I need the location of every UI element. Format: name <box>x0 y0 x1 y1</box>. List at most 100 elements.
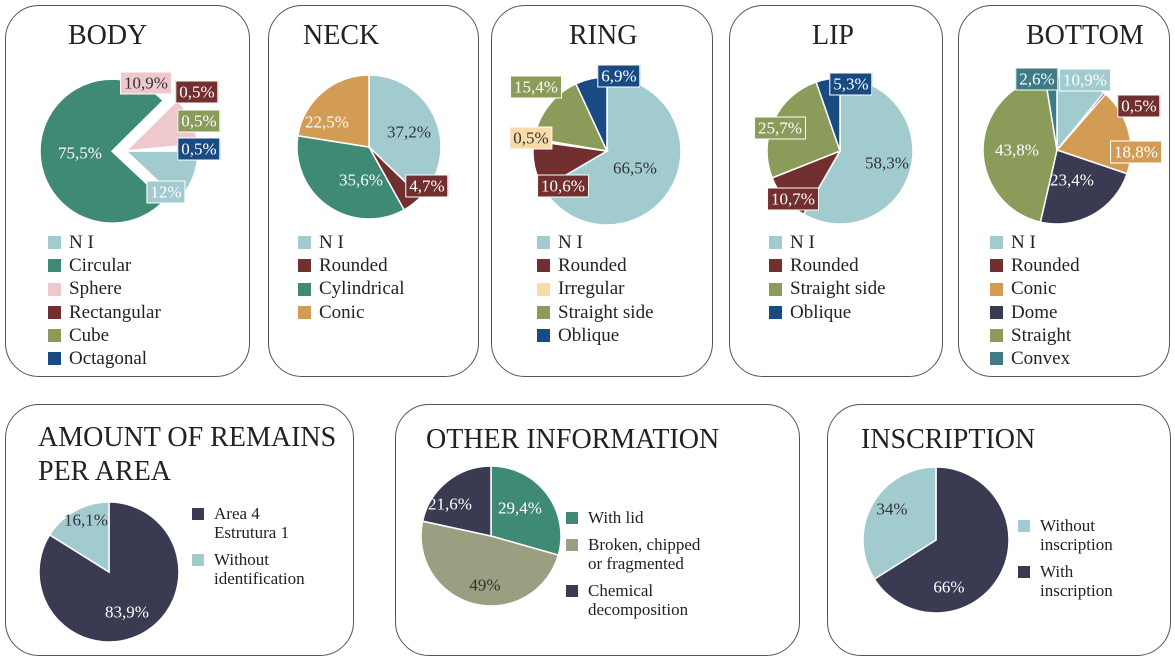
legend-label: Circular <box>69 255 132 277</box>
legend-swatch <box>192 508 204 520</box>
remains-slice-without-identification <box>48 501 110 574</box>
legend-label: Without inscription <box>1040 516 1113 554</box>
body-data-label: 0,5% <box>177 137 221 161</box>
remains-pie <box>38 501 180 643</box>
bottom-data-label: 23,4% <box>1050 170 1094 190</box>
legend-swatch <box>298 259 311 273</box>
legend-swatch <box>990 259 1003 273</box>
legend-swatch <box>48 352 61 366</box>
other-legend: With lid Broken, chipped or fragmented Che… <box>566 508 700 627</box>
legend-label: Broken, chipped or fragmented <box>588 535 701 573</box>
lip-legend-item: Straight side <box>769 277 886 300</box>
remains-data-label: 83,9% <box>105 602 149 622</box>
legend-label: Dome <box>1011 301 1058 323</box>
ring-legend: N I Rounded Irregular Straight side Oblique <box>537 231 654 347</box>
inscription-slice-with-inscription <box>873 466 1010 614</box>
legend-swatch <box>990 282 1003 296</box>
legend-label: N I <box>319 232 344 253</box>
inscription-legend: Without inscription With inscription <box>1018 516 1113 608</box>
legend-label: N I <box>558 232 583 253</box>
body-title: BODY <box>68 20 148 51</box>
legend-label: Area 4 Estrutura 1 <box>214 504 290 542</box>
bottom-legend-item: Straight <box>990 324 1080 347</box>
bottom-legend-item: Dome <box>990 301 1080 324</box>
remains-data-label: 16,1% <box>64 510 108 530</box>
inscription-legend-item: Without inscription <box>1018 516 1113 554</box>
other-legend-item: Chemical decomposition <box>566 581 700 619</box>
other-pie <box>420 465 562 607</box>
neck-legend-item: Cylindrical <box>298 277 404 300</box>
legend-label: Rounded <box>1011 255 1080 277</box>
legend-label: Chemical decomposition <box>588 581 689 619</box>
ring-data-label: 15,4% <box>510 75 562 99</box>
legend-swatch <box>48 328 61 342</box>
legend-label: With lid <box>588 508 644 527</box>
bottom-legend-item: Rounded <box>990 254 1080 277</box>
neck-data-label: 37,2% <box>387 122 431 142</box>
neck-legend-item: Rounded <box>298 254 404 277</box>
remains-legend-item: Without identification <box>192 550 305 588</box>
legend-swatch <box>1018 566 1030 578</box>
legend-swatch <box>566 585 578 597</box>
other-data-label: 49% <box>469 575 501 595</box>
legend-label: With inscription <box>1040 562 1113 600</box>
legend-label: Rectangular <box>69 301 161 323</box>
lip-title: LIP <box>812 20 854 51</box>
neck-legend-item: N I <box>298 231 404 254</box>
legend-swatch <box>48 236 61 250</box>
legend-label: Rounded <box>319 255 388 277</box>
legend-swatch <box>298 305 311 319</box>
legend-swatch <box>990 352 1003 366</box>
neck-pie <box>296 74 442 220</box>
other-data-label: 21,6% <box>428 494 472 514</box>
lip-data-label: 58,3% <box>865 153 909 173</box>
remains-title: AMOUNT OF REMAINS PER AREA <box>38 422 337 487</box>
ring-data-label: 0,5% <box>509 126 553 150</box>
legend-label: Irregular <box>558 278 625 300</box>
neck-slice-cylindrical <box>296 134 406 220</box>
remains-legend-item: Area 4 Estrutura 1 <box>192 504 305 542</box>
ring-data-label: 6,9% <box>597 64 641 88</box>
neck-slice-conic <box>297 74 370 148</box>
legend-swatch <box>537 259 550 273</box>
inscription-panel: INSCRIPTION Without inscription With insc… <box>827 404 1171 656</box>
other-data-label: 29,4% <box>498 498 542 518</box>
legend-swatch <box>769 259 782 273</box>
legend-label: N I <box>790 232 815 253</box>
legend-swatch <box>537 282 550 296</box>
inscription-data-label: 34% <box>876 499 908 519</box>
bottom-legend-item: Conic <box>990 277 1080 300</box>
inscription-data-label: 66% <box>933 577 965 597</box>
legend-label: N I <box>1011 232 1036 253</box>
lip-slice-n-i <box>802 77 914 225</box>
legend-label: Straight side <box>558 301 654 323</box>
legend-swatch <box>48 305 61 319</box>
remains-panel: AMOUNT OF REMAINS PER AREA Area 4 Estrut… <box>5 404 354 656</box>
legend-swatch <box>990 305 1003 319</box>
other-slice-broken-chipped-or-fragmented <box>420 520 560 607</box>
lip-legend-item: Oblique <box>769 301 886 324</box>
lip-data-label: 25,7% <box>754 116 806 140</box>
other-title: OTHER INFORMATION <box>426 424 720 455</box>
ring-title: RING <box>569 20 638 51</box>
legend-label: N I <box>69 232 94 253</box>
bottom-legend-item: N I <box>990 231 1080 254</box>
neck-data-label: 22,5% <box>305 112 349 132</box>
legend-label: Conic <box>1011 278 1057 300</box>
legend-label: Cylindrical <box>319 278 405 300</box>
lip-legend-item: Rounded <box>769 254 886 277</box>
bottom-data-label: 18,8% <box>1110 140 1162 164</box>
other-legend-item: With lid <box>566 508 700 527</box>
ring-data-label: 10,6% <box>537 174 589 198</box>
inscription-legend-item: With inscription <box>1018 562 1113 600</box>
legend-swatch <box>769 305 782 319</box>
legend-swatch <box>298 236 311 250</box>
legend-swatch <box>990 328 1003 342</box>
body-legend-item: Sphere <box>48 277 161 300</box>
lip-data-label: 10,7% <box>767 187 819 211</box>
legend-swatch <box>1018 520 1030 532</box>
other-slice-with-lid <box>490 465 562 557</box>
neck-legend: N I Rounded Cylindrical Conic <box>298 231 404 324</box>
body-data-label: 12% <box>146 180 186 204</box>
body-legend-item: N I <box>48 231 161 254</box>
